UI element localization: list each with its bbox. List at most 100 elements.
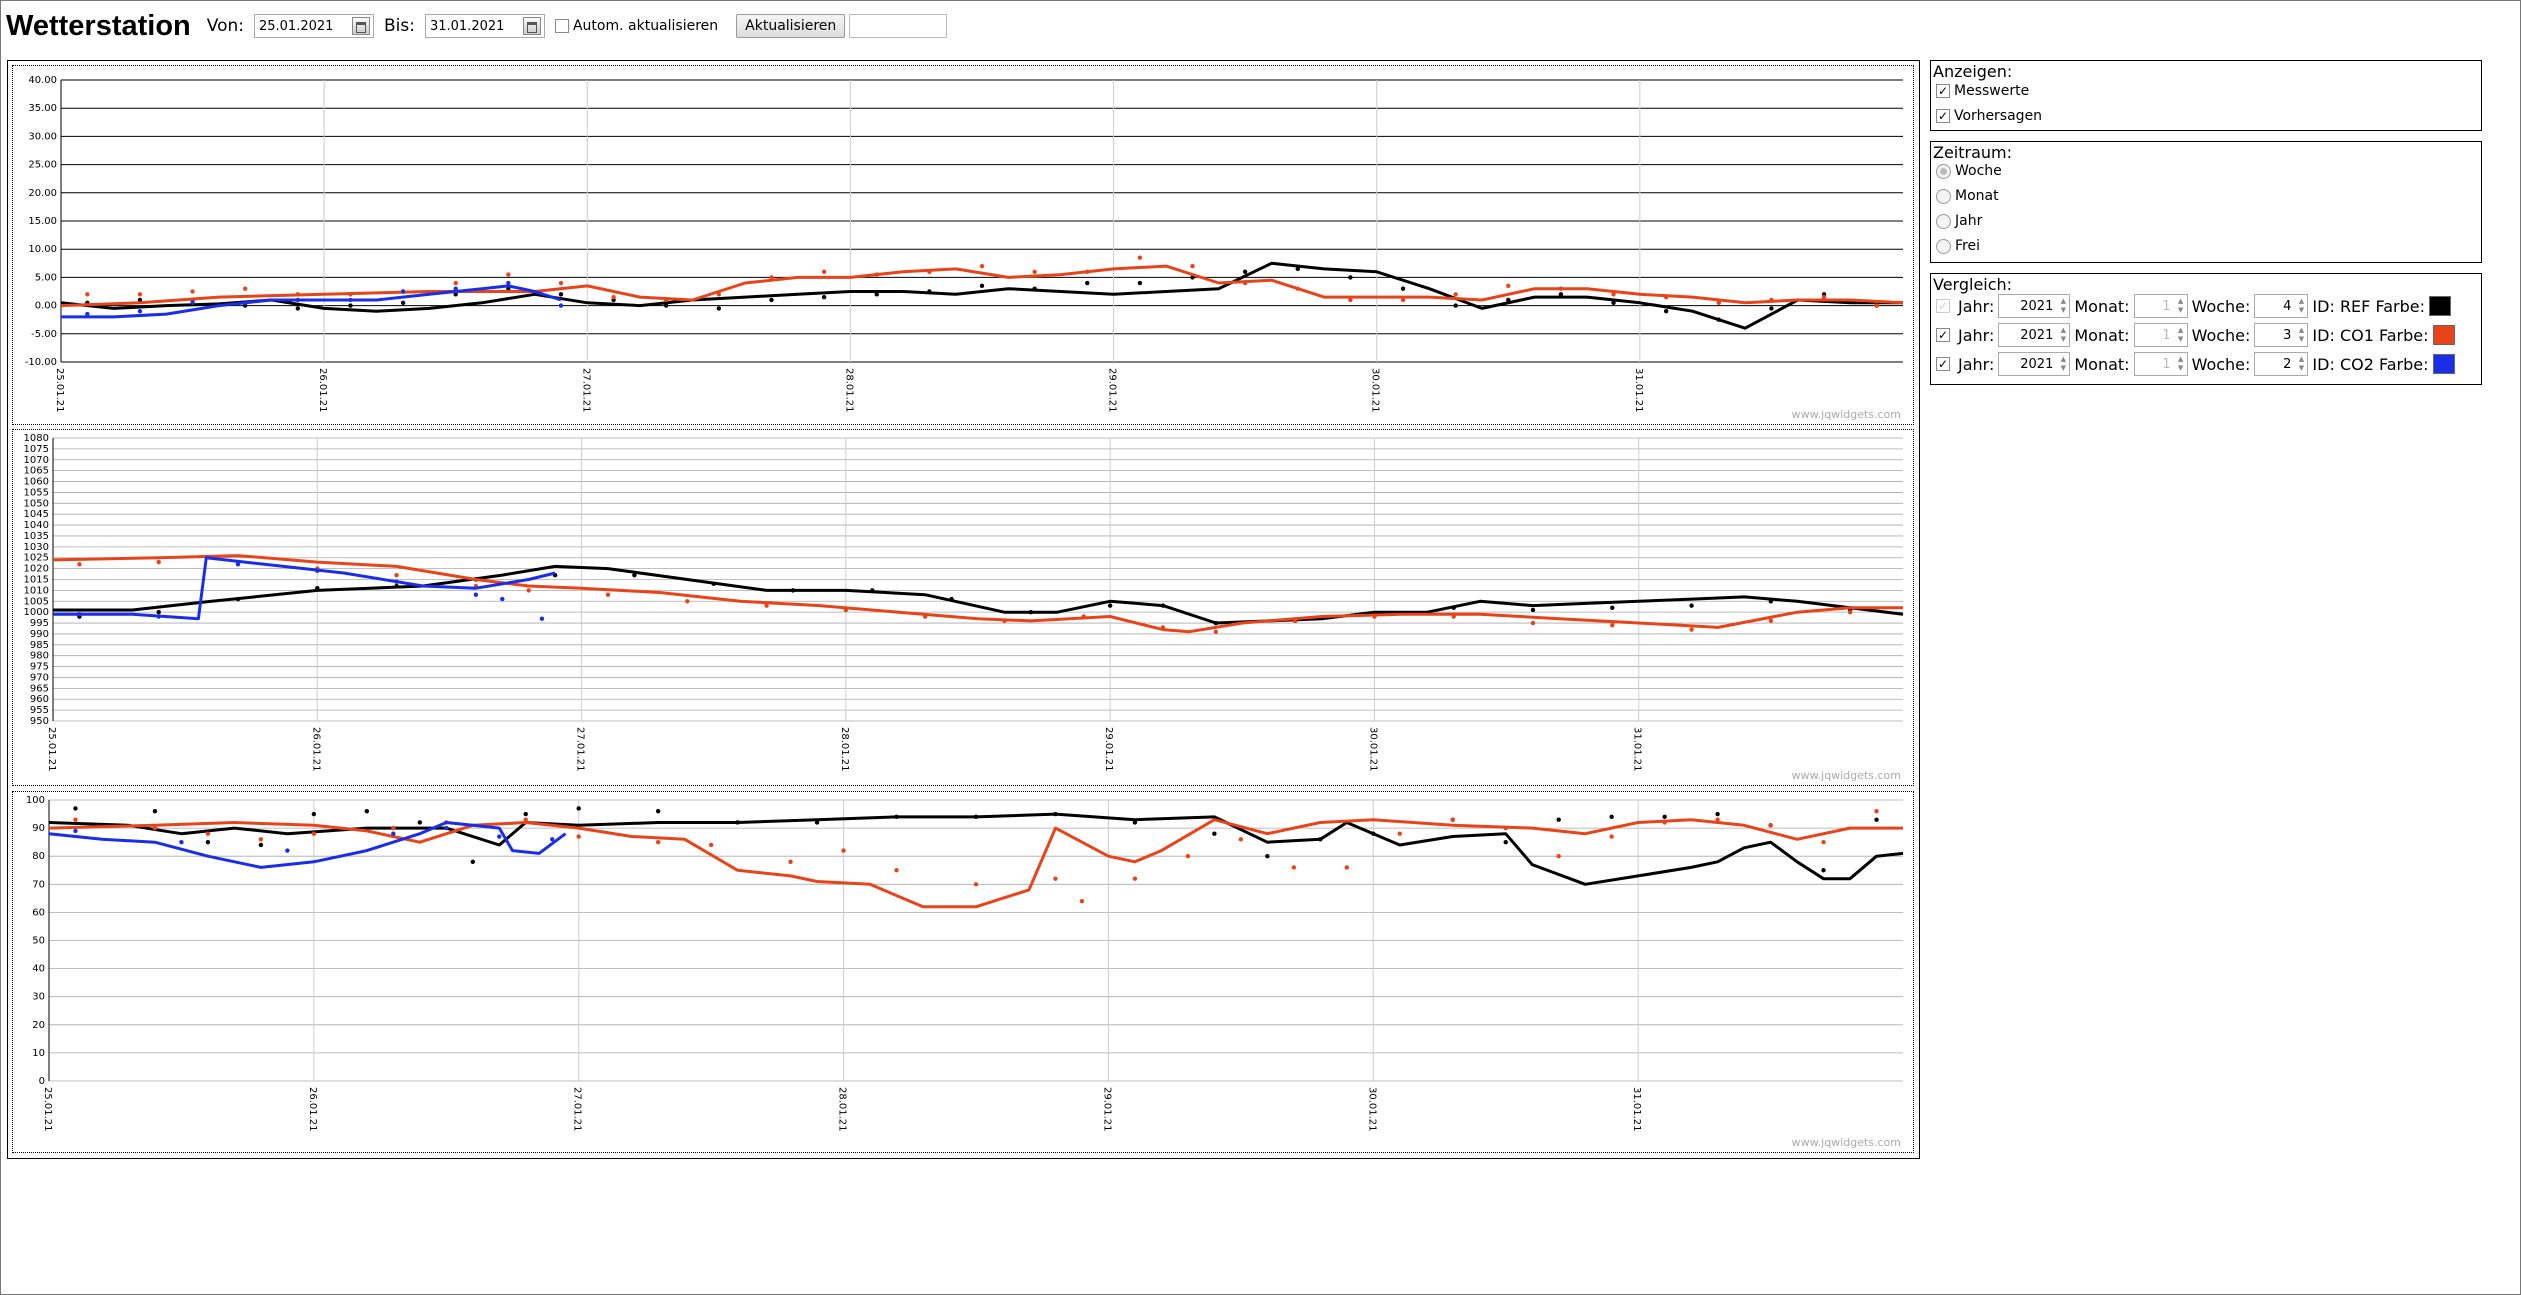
year-value[interactable]: 2021 <box>2020 356 2054 372</box>
compare-row-checkbox[interactable]: ✓ <box>1936 328 1950 342</box>
calendar-icon[interactable] <box>522 17 541 35</box>
period-option-month[interactable]: Monat <box>1936 188 1999 204</box>
series-point <box>1506 283 1511 289</box>
y-tick-label: 965 <box>30 683 49 694</box>
series-point <box>973 814 979 820</box>
series-point <box>1663 309 1669 314</box>
auto-update-checkbox[interactable] <box>554 19 569 33</box>
month-value[interactable]: 1 <box>2162 298 2171 314</box>
color-swatch[interactable] <box>2432 354 2455 374</box>
series-id: CO2 <box>2339 354 2374 374</box>
series-point <box>664 303 669 308</box>
month-value[interactable]: 1 <box>2162 356 2171 372</box>
color-label: Farbe: <box>2375 296 2425 316</box>
year-spinner[interactable]: 2021 ▲ ▼ <box>1998 323 2071 347</box>
extra-input[interactable] <box>849 14 948 38</box>
series-point <box>77 612 82 617</box>
series-point <box>1451 614 1456 619</box>
month-value[interactable]: 1 <box>2162 327 2171 343</box>
display-title: Anzeigen: <box>1933 62 2013 81</box>
series-point <box>1318 837 1323 842</box>
forecasts-checkbox[interactable]: ✓ <box>1936 109 1950 123</box>
watermark: www.jqwidgets.com <box>1792 408 1901 421</box>
series-point <box>1079 898 1085 904</box>
to-label: Bis: <box>383 16 415 36</box>
spinner-arrows-icon[interactable]: ▲ ▼ <box>2177 326 2184 343</box>
calendar-icon[interactable] <box>351 17 370 35</box>
from-date-value[interactable]: 25.01.2021 <box>258 18 334 34</box>
series-point <box>1558 286 1564 291</box>
series-point <box>523 811 528 817</box>
color-label: Farbe: <box>2378 325 2429 345</box>
spinner-arrows-icon[interactable]: ▲ ▼ <box>2177 355 2184 372</box>
week-spinner[interactable]: 2 ▲ ▼ <box>2254 352 2309 376</box>
compare-row-checkbox[interactable]: ✓ <box>1936 299 1950 313</box>
update-button[interactable]: Aktualisieren <box>736 14 846 38</box>
series-point <box>156 614 161 619</box>
series-point <box>1715 817 1720 822</box>
display-option-measurements[interactable]: ✓ Messwerte <box>1936 83 2029 99</box>
free-radio[interactable] <box>1936 238 1951 254</box>
series-point <box>348 292 353 297</box>
from-date-input[interactable]: 25.01.2021 <box>253 14 374 38</box>
week-value[interactable]: 2 <box>2283 356 2292 372</box>
spinner-arrows-icon[interactable]: ▲ ▼ <box>2298 355 2305 372</box>
year-value[interactable]: 2021 <box>2020 327 2054 343</box>
y-tick-label: 1030 <box>24 542 49 553</box>
series-point <box>922 614 928 619</box>
spinner-arrows-icon[interactable]: ▲ ▼ <box>2060 355 2067 372</box>
color-swatch[interactable] <box>2432 325 2455 345</box>
period-option-week[interactable]: Woche <box>1936 163 2002 179</box>
series-point <box>1291 865 1297 870</box>
period-option-year[interactable]: Jahr <box>1936 213 1982 229</box>
to-date-input[interactable]: 31.01.2021 <box>424 14 545 38</box>
humidity-chart[interactable]: 100 90 80 70 60 50 40 30 20 10 0 25.01.21 26.01.21 27… <box>12 791 1914 1153</box>
year-value[interactable]: 2021 <box>2020 298 2054 314</box>
series-point <box>576 806 581 811</box>
week-spinner[interactable]: 3 ▲ ▼ <box>2254 323 2309 347</box>
series-point <box>874 292 879 297</box>
month-radio[interactable] <box>1936 188 1951 204</box>
series-point <box>1874 303 1879 308</box>
month-spinner[interactable]: 1 ▲ ▼ <box>2133 352 2188 376</box>
series-point <box>1212 831 1217 836</box>
y-tick-label: 25.00 <box>28 160 57 171</box>
series-point <box>394 579 399 584</box>
series-point <box>716 292 722 297</box>
temperature-chart[interactable]: 40.00 35.00 30.00 25.00 20.00 15.00 10.00 5.00 0… <box>12 65 1914 425</box>
series-point <box>1132 876 1138 881</box>
series-point <box>73 817 78 822</box>
year-spinner[interactable]: 2021 ▲ ▼ <box>1998 352 2071 376</box>
series-point <box>894 868 899 873</box>
period-option-free[interactable]: Frei <box>1936 238 1980 254</box>
series-point <box>843 607 849 613</box>
spinner-arrows-icon[interactable]: ▲ ▼ <box>2177 297 2184 314</box>
week-spinner[interactable]: 4 ▲ ▼ <box>2254 294 2309 318</box>
spinner-arrows-icon[interactable]: ▲ ▼ <box>2060 326 2067 343</box>
week-radio[interactable] <box>1936 163 1951 179</box>
to-date-value[interactable]: 31.01.2021 <box>429 18 505 34</box>
month-spinner[interactable]: 1 ▲ ▼ <box>2133 323 2188 347</box>
measurements-checkbox[interactable]: ✓ <box>1936 84 1950 98</box>
spinner-arrows-icon[interactable]: ▲ ▼ <box>2060 297 2067 314</box>
week-value[interactable]: 3 <box>2283 327 2292 343</box>
week-value[interactable]: 4 <box>2283 298 2292 314</box>
pressure-chart[interactable]: 1080 1075 1070 1065 1060 1055 1050 1045 1040 1035… <box>12 429 1914 786</box>
spinner-arrows-icon[interactable]: ▲ ▼ <box>2298 297 2305 314</box>
month-spinner[interactable]: 1 ▲ ▼ <box>2133 294 2188 318</box>
y-tick-label: 1025 <box>24 553 49 564</box>
series-point <box>190 289 195 294</box>
series-point <box>348 303 353 308</box>
display-option-forecasts[interactable]: ✓ Vorhersagen <box>1936 108 2042 124</box>
year-radio[interactable] <box>1936 213 1951 229</box>
year-spinner[interactable]: 2021 ▲ ▼ <box>1998 294 2071 318</box>
color-swatch[interactable] <box>2428 296 2451 316</box>
series-point <box>1081 614 1086 619</box>
header-toolbar: Wetterstation Von: 25.01.2021 Bis: 31.01… <box>6 6 948 46</box>
id-prefix: ID: <box>2312 296 2335 316</box>
compare-row-checkbox[interactable]: ✓ <box>1936 357 1950 371</box>
series-point <box>1556 854 1561 859</box>
series-line <box>52 554 1903 634</box>
y-tick-label: 30 <box>32 992 45 1003</box>
spinner-arrows-icon[interactable]: ▲ ▼ <box>2298 326 2305 343</box>
